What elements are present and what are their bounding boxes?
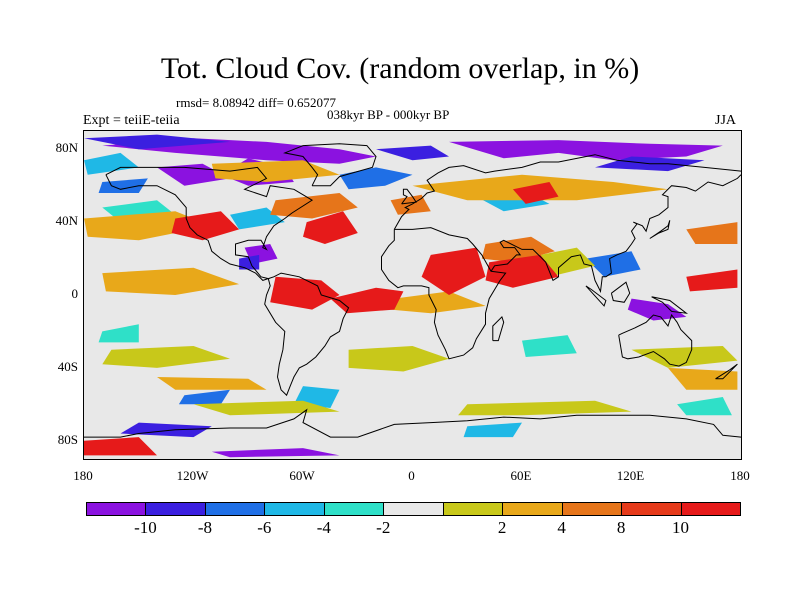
colorbar-label-2: -6: [257, 518, 272, 537]
coastline-7: [401, 188, 417, 205]
x-tick-label-1: 120W: [176, 468, 209, 483]
colorbar-label-1: -8: [197, 518, 212, 537]
field-region--6_-4-0: [84, 152, 139, 175]
colorbar-box-7: [502, 502, 563, 516]
cloud-anomaly-field: [84, 134, 738, 458]
experiment-label: Expt = teiiE-teiia: [83, 113, 180, 128]
coastline-11: [649, 220, 671, 239]
colorbar-box-2: [204, 502, 266, 516]
field-region-4_8-5: [668, 367, 738, 390]
coastline-14: [84, 408, 741, 438]
x-tick-label-3: 0: [408, 468, 415, 483]
coastline-2: [393, 154, 741, 230]
field-region--10_-8-0: [84, 134, 230, 150]
x-tick-label-2: 60W: [289, 468, 315, 483]
field-region--10_-8-2: [376, 145, 449, 161]
field-region-4_8-1: [102, 267, 240, 295]
field-region-gt_10-1: [303, 211, 358, 244]
field-region-gt_10-2: [330, 287, 404, 314]
season-label: JJA: [715, 113, 737, 128]
colorbar: [86, 502, 741, 516]
field-region--10_-8-3: [120, 422, 212, 438]
stats-text: rmsd= 8.08942 diff= 0.652077: [176, 95, 336, 110]
field-region--10_-8-4: [239, 254, 260, 270]
coastline-9: [610, 281, 631, 303]
y-tick-label-0: 80N: [55, 140, 78, 156]
field-region-gt_10-7: [84, 437, 157, 456]
coastline-10: [651, 296, 689, 314]
colorbar-box-10: [680, 502, 741, 516]
field-region--4_-2-1: [522, 335, 577, 357]
field-region-2_4-2: [631, 346, 738, 368]
field-region--8_-6-0: [339, 167, 413, 190]
field-region-2_4-0: [102, 346, 230, 368]
field-region-gt_10-6: [686, 269, 738, 292]
field-region-2_4-1: [348, 346, 449, 372]
colorbar-box-0: [86, 502, 147, 516]
x-tick-label-4: 60E: [510, 468, 532, 483]
x-tick-label-0: 180: [73, 468, 93, 483]
coastline-0: [105, 166, 314, 281]
y-tick-label-1: 40N: [55, 213, 78, 229]
y-tick-label-4: 80S: [57, 431, 78, 447]
colorbar-box-9: [621, 502, 682, 516]
period-text: 038kyr BP - 000kyr BP: [327, 107, 450, 122]
colorbar-box-6: [442, 502, 504, 516]
field-region--6_-4-4: [463, 422, 522, 438]
colorbar-box-4: [323, 502, 385, 516]
colorbar-label-3: -4: [316, 518, 331, 537]
coastline-3: [381, 227, 507, 360]
field-region-lt_-10-4: [627, 298, 687, 321]
colorbar-label-8: 10: [672, 518, 690, 537]
colorbar-label-7: 8: [616, 518, 626, 537]
field-region-4_8-6: [157, 377, 267, 390]
coastline-6: [283, 143, 377, 187]
x-tick-label-6: 180: [730, 468, 750, 483]
coastline-8: [585, 285, 607, 307]
coastline-13: [715, 363, 738, 380]
colorbar-label-5: 2: [497, 518, 507, 537]
coastlines: [84, 143, 741, 438]
y-tick-label-2: 0: [71, 286, 79, 301]
colorbar-box-8: [561, 502, 623, 516]
field-region-gt_10-0: [171, 211, 240, 241]
coastline-12: [492, 315, 505, 342]
field-region-8_10-0: [270, 193, 358, 219]
map-panel: [83, 130, 742, 460]
y-tick-label-3: 40S: [57, 358, 78, 374]
field-region--4_-2-3: [98, 324, 139, 343]
field-region-lt_-10-6: [211, 448, 340, 458]
colorbar-label-4: -2: [376, 518, 391, 537]
colorbar-label-6: 4: [557, 518, 566, 537]
field-region-gt_10-8: [512, 182, 559, 204]
field-region--4_-2-2: [677, 397, 732, 416]
colorbar-box-1: [145, 502, 206, 516]
field-region-gt_10-4: [421, 247, 486, 295]
coastline-5: [618, 313, 693, 367]
coastline-1: [264, 272, 350, 397]
field-region--8_-6-1: [98, 178, 148, 193]
field-region-4_8-4: [390, 291, 486, 314]
colorbar-box-3: [264, 502, 325, 516]
field-region--8_-6-2: [178, 389, 230, 405]
colorbar-label-0: -10: [134, 518, 157, 537]
field-region-8_10-3: [686, 222, 738, 244]
field-region-gt_10-5: [485, 254, 559, 288]
x-tick-label-5: 120E: [616, 468, 645, 483]
coastline-4: [490, 174, 741, 294]
field-region-lt_-10-2: [449, 140, 723, 161]
field-region--8_-6-3: [585, 251, 641, 277]
plot-title: Tot. Cloud Cov. (random overlap, in %): [160, 52, 640, 85]
field-region-4_8-2: [211, 160, 340, 182]
colorbar-box-5: [383, 502, 444, 516]
field-region-gt_10-3: [270, 276, 340, 310]
map-canvas: [84, 134, 741, 458]
field-region-2_4-4: [193, 400, 340, 416]
field-region-2_4-3: [458, 400, 632, 416]
